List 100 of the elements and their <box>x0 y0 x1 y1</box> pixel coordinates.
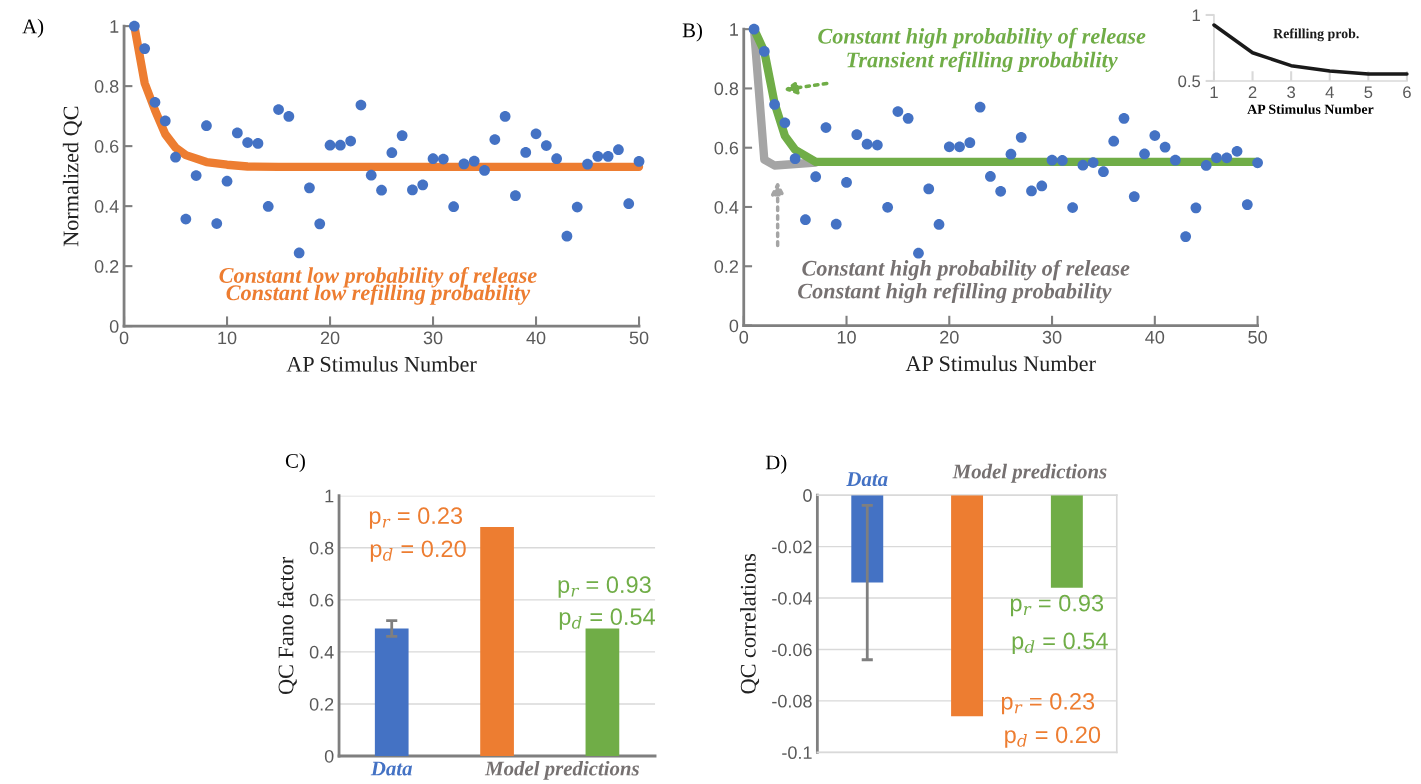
text: Model predictions <box>952 463 1107 483</box>
point <box>355 99 367 111</box>
point <box>1077 159 1089 171</box>
point <box>1231 145 1243 157</box>
point <box>231 127 243 139</box>
point <box>841 177 852 188</box>
point <box>851 129 863 141</box>
y-tick-label: 0 <box>729 319 739 333</box>
point <box>1087 157 1099 168</box>
point <box>923 183 935 195</box>
x-tick-label: 40 <box>526 331 546 345</box>
y-tick-label: 0.8 <box>714 82 739 96</box>
point <box>1118 112 1130 124</box>
point <box>293 247 305 259</box>
y-tick-label: 0 <box>109 320 119 333</box>
point <box>262 201 274 212</box>
point <box>304 182 315 194</box>
point <box>933 219 945 230</box>
y-axis-title: QC correlations <box>740 553 760 694</box>
point <box>882 201 893 213</box>
point <box>861 138 873 150</box>
point <box>561 230 573 242</box>
point <box>510 190 521 202</box>
point <box>448 201 460 213</box>
x-tick-label: 50 <box>1248 330 1267 344</box>
x-axis-title: AP Stimulus Number <box>1247 104 1374 114</box>
chart-title: D) <box>765 454 787 474</box>
y-tick-label: 0.2 <box>309 697 334 711</box>
point <box>149 96 161 108</box>
x-tick-label: 50 <box>629 331 649 345</box>
point <box>252 138 264 149</box>
point <box>273 104 284 115</box>
point <box>190 170 202 181</box>
y-axis-title: QC Fano factor <box>277 556 297 695</box>
point <box>748 23 760 35</box>
y-tick-label: 0.8 <box>309 541 334 555</box>
point <box>800 214 811 226</box>
y-tick-label: 0.4 <box>94 200 119 213</box>
y-tick-label: 0.6 <box>94 140 119 153</box>
y-tick-label: -0.08 <box>772 694 812 708</box>
y-tick-label: 0 <box>324 749 334 763</box>
annotation: p$_{d}$ = 0.54 <box>559 608 655 630</box>
point <box>1169 154 1181 166</box>
point <box>1190 202 1202 214</box>
point <box>582 158 593 170</box>
point <box>376 184 387 196</box>
y-tick-label: 0.2 <box>714 260 738 273</box>
y-tick-label: 1 <box>110 20 119 33</box>
point <box>985 171 996 182</box>
point <box>139 43 151 54</box>
point <box>1241 199 1253 210</box>
y-tick-label: 1 <box>730 23 739 36</box>
y-tick-label: 0.6 <box>309 593 334 607</box>
point <box>1036 180 1048 192</box>
annotation: p$_{r}$ = 0.23 <box>369 507 463 529</box>
point <box>954 141 965 153</box>
point <box>1149 130 1161 141</box>
point <box>1056 155 1068 166</box>
annotation: p$_{r}$ = 0.93 <box>558 576 651 598</box>
annotation: Constant high probability of release <box>818 27 1146 49</box>
x-tick-label: 1 <box>1210 86 1218 98</box>
x-tick-label: Data <box>846 472 888 487</box>
point <box>427 153 439 165</box>
point <box>623 198 635 210</box>
chart-title: B) <box>682 22 703 42</box>
point <box>520 147 532 158</box>
point <box>437 153 449 165</box>
point <box>1252 157 1263 169</box>
point <box>592 150 604 162</box>
point <box>407 184 418 196</box>
point <box>479 165 490 176</box>
point <box>1026 185 1037 197</box>
x-tick-label: 40 <box>1145 330 1165 344</box>
x-tick-label: 30 <box>1042 330 1062 344</box>
point <box>530 128 542 140</box>
point <box>489 134 501 145</box>
point <box>974 101 986 113</box>
annotation: Refilling prob. <box>1273 28 1359 42</box>
point <box>1128 191 1140 202</box>
point <box>1139 148 1150 160</box>
y-tick-label: 0.4 <box>714 200 739 214</box>
point <box>365 169 377 181</box>
y-tick-label: 0.5 <box>1178 75 1201 88</box>
point <box>1015 131 1027 143</box>
annotation: Transient refilling probability <box>847 51 1118 72</box>
text: Model predictions <box>484 760 639 780</box>
point <box>468 155 480 167</box>
point <box>283 111 295 122</box>
point <box>871 139 883 151</box>
point <box>396 130 408 141</box>
point <box>913 247 924 259</box>
annotation: p$_{d}$ = 0.20 <box>1005 726 1101 748</box>
x-tick-label: 30 <box>423 331 443 345</box>
y-tick-label: 0 <box>803 489 812 502</box>
chart-title: C) <box>285 453 305 473</box>
point <box>964 137 976 149</box>
point <box>633 156 645 167</box>
point <box>1159 141 1171 153</box>
point <box>211 218 223 229</box>
y-axis-title: Normalized QC <box>62 106 82 247</box>
